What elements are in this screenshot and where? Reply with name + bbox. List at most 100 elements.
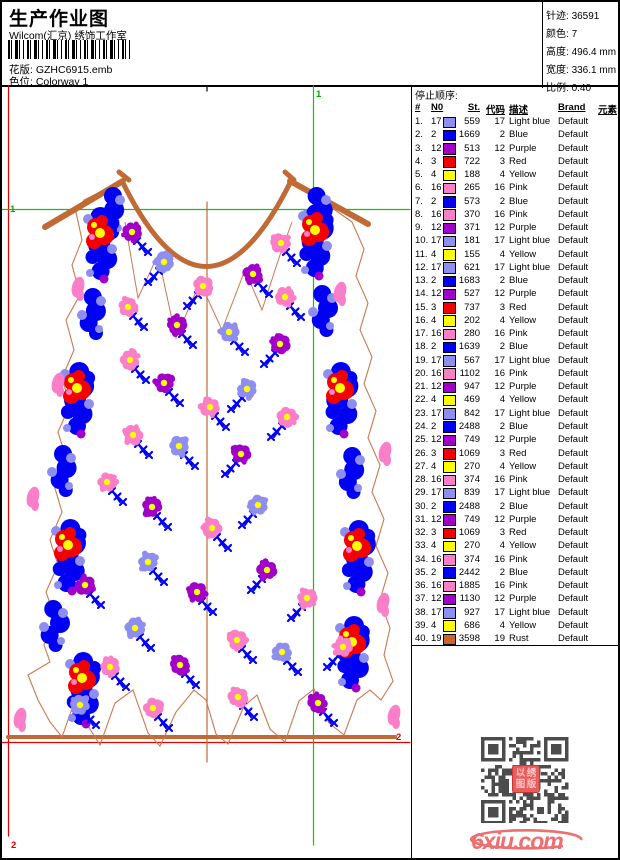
flower-cluster-blue [336,447,365,499]
needle-number: 17 [431,235,442,247]
color-swatch [443,209,456,221]
thread-brand: Default [558,155,589,167]
watermark: 6xiu.com [465,822,591,856]
row-number: 20. [415,367,429,379]
color-swatch [443,143,456,155]
flower-cluster-large [298,204,334,281]
needle-number: 12 [431,381,442,393]
table-row: 39. 4 686 4 Yellow Default [412,619,618,632]
needle-number: 3 [431,447,437,459]
thread-code: 12 [494,142,505,154]
stitch-count: 513 [464,142,480,154]
company-name: Wilcom(汇京) 绣饰工作室 [9,30,127,42]
row-number: 9. [415,222,423,234]
thread-code: 12 [494,513,505,525]
row-number: 15. [415,301,429,313]
pink-blob [387,704,401,729]
table-row: 25. 12 749 12 Purple Default [412,433,618,447]
table-row: 8. 16 370 16 Pink Default [412,208,618,221]
needle-number: 4 [431,169,437,181]
flower-cluster-large [51,519,87,596]
row-number: 3. [415,142,423,154]
thread-code: 4 [499,248,505,260]
thread-code: 16 [494,367,505,379]
row-number: 30. [415,500,429,512]
needle-number: 2 [431,275,437,287]
color-swatch [443,540,456,553]
table-row: 31. 12 749 12 Purple Default [412,513,618,526]
hoop-label: 2 [11,840,16,851]
pattern-label: 花版: [9,64,33,76]
color-swatch [443,156,456,168]
color-description: Purple [509,593,537,605]
flower-cluster-large [60,362,96,439]
needle-number: 17 [431,116,442,127]
flower-pink [100,655,131,692]
table-row: 6. 16 265 16 Pink Default [412,181,618,195]
row-number: 29. [415,487,429,499]
thread-code: 3 [499,447,505,459]
col-number: # [415,102,421,113]
flower-purple [259,333,291,369]
table-row: 4. 3 722 3 Red Default [412,155,618,168]
stat-scale: 比例: 0.40 [546,82,592,94]
needle-number: 12 [431,222,442,234]
thread-brand: Default [558,407,589,419]
thread-code: 12 [494,288,505,300]
row-number: 19. [415,354,429,366]
table-header: # N0 St. 代码 描述 Brand 元素 [412,102,618,116]
color-swatch [443,355,456,367]
stitch-count: 3598 [458,633,480,645]
color-swatch [443,196,456,208]
flower-purple [152,373,185,408]
color-description: Red [509,301,527,313]
table-row: 33. 4 270 4 Yellow Default [412,539,618,553]
color-swatch [443,302,456,314]
flower-lightblue [70,694,101,730]
flower-pink [197,396,231,432]
color-description: Pink [509,553,528,565]
table-row: 24. 2 2488 2 Blue Default [412,420,618,433]
table-row: 17. 16 280 16 Pink Default [412,327,618,341]
thread-code: 4 [499,619,505,631]
stitch-count: 2488 [458,420,480,432]
thread-code: 4 [499,460,505,472]
pattern-value: GZHC6915.emb [35,64,113,76]
table-row: 23. 17 842 17 Light blue Default [412,407,618,420]
color-description: Blue [509,275,529,287]
row-number: 4. [415,155,423,167]
needle-number: 3 [431,155,437,167]
thread-brand: Default [558,553,589,565]
thread-code: 2 [499,195,505,207]
thread-brand: Default [558,222,589,234]
thread-brand: Default [558,381,589,393]
thread-code: 17 [494,235,505,247]
thread-brand: Default [558,474,589,486]
row-number: 24. [415,420,429,432]
needle-number: 12 [431,288,442,300]
row-number: 11. [415,248,428,260]
color-description: Blue [509,341,529,353]
stitch-count: 1130 [459,593,480,605]
needle-number: 4 [431,314,437,326]
color-swatch [443,527,456,540]
flower-pink [200,516,233,553]
row-number: 7. [415,195,423,207]
pattern-file: 花版: GZHC6915.emb [9,62,112,77]
color-swatch [443,593,456,606]
flower-pink [142,697,174,733]
stitch-count: 280 [464,328,480,340]
color-swatch [443,580,456,593]
needle-number: 16 [431,580,442,592]
color-swatch [443,116,456,128]
needle-number: 4 [431,540,437,552]
table-row: 30. 2 2488 2 Blue Default [412,500,618,513]
stitch-count: 1069 [458,447,480,459]
color-description: Light blue [509,606,551,618]
stitch-count: 265 [464,182,480,194]
color-description: Yellow [509,619,537,631]
needle-number: 16 [431,208,442,220]
thread-brand: Default [558,288,589,300]
thread-brand: Default [558,487,589,499]
color-description: Red [509,155,527,167]
